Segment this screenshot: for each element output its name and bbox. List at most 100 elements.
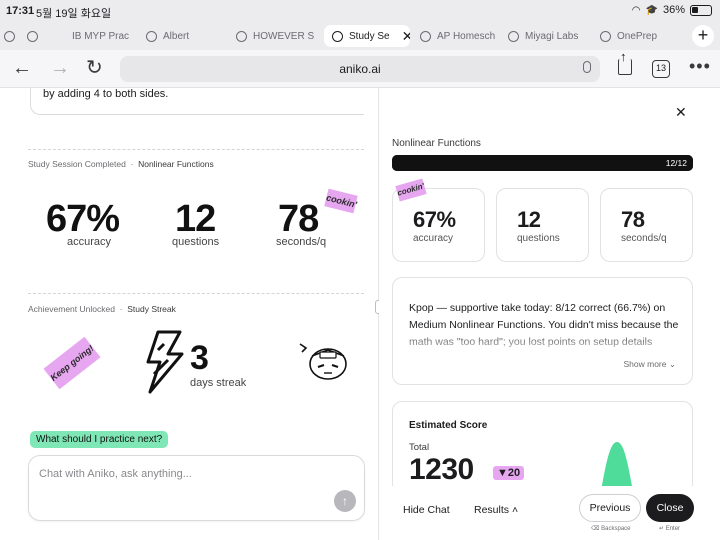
stat-value: 78: [621, 207, 645, 232]
results-label: Results: [474, 504, 510, 516]
enter-key-icon: ↵: [659, 526, 665, 532]
session-accuracy-label: accuracy: [67, 236, 112, 248]
pane-divider: [378, 88, 379, 540]
tab-4[interactable]: HOWEVER S: [236, 25, 316, 47]
tab-label: Albert: [163, 30, 190, 42]
status-bar: 17:31 5월 19일 화요일 ◠ 🎓 36%: [0, 0, 720, 22]
tab-3[interactable]: Albert: [146, 25, 226, 47]
estimated-score-value: 1230: [409, 453, 474, 486]
lightning-bolt-icon: [146, 330, 184, 394]
session-topic: Nonlinear Functions: [138, 159, 214, 169]
forward-arrow-icon[interactable]: →: [50, 57, 70, 79]
progress-bar: 12/12: [392, 155, 693, 171]
globe-icon: [600, 30, 611, 42]
progress-count: 12/12: [665, 158, 687, 168]
estimated-score-heading: Estimated Score: [409, 420, 488, 431]
text-fade: [393, 328, 692, 358]
achievement-kind: Achievement Unlocked: [28, 304, 115, 314]
stat-card-accuracy: 67% accuracy: [392, 188, 485, 262]
globe-icon: [236, 30, 247, 42]
stat-card-questions: 12 questions: [496, 188, 589, 262]
session-meta: Study Session Completed · Nonlinear Func…: [28, 159, 214, 169]
globe-icon: [420, 30, 431, 42]
show-more-label: Show more: [623, 359, 667, 369]
score-distribution-curve: [599, 442, 635, 500]
tab-0[interactable]: [4, 25, 22, 47]
coach-feedback-card: Kpop — supportive take today: 8/12 corre…: [392, 277, 693, 385]
browser-toolbar: ← → ↻ aniko.ai 13 •••: [0, 49, 720, 88]
streak-count: 3: [190, 339, 209, 377]
close-tab-icon[interactable]: ✕: [401, 27, 410, 44]
ninja-character-icon: [299, 343, 347, 380]
globe-icon: [508, 30, 519, 42]
total-label: Total: [409, 442, 430, 453]
tab-1[interactable]: [27, 25, 67, 47]
session-questions: 12: [175, 198, 216, 240]
hide-chat-button[interactable]: Hide Chat: [403, 504, 450, 516]
chevron-up-icon: ˄: [511, 504, 519, 516]
previous-message-text: by adding 4 to both sides.: [43, 88, 169, 100]
streak-label: days streak: [190, 377, 247, 389]
chevron-down-icon: ⌄: [668, 359, 676, 369]
achievement-name: Study Streak: [127, 304, 176, 314]
backspace-hint: ⌫ Backspace: [591, 525, 631, 532]
more-options-icon[interactable]: •••: [689, 56, 711, 76]
chat-input-box[interactable]: ↑: [28, 455, 365, 521]
divider: [28, 293, 364, 294]
cookin-sticker: cookin': [324, 188, 358, 214]
show-more-button[interactable]: Show more ⌄: [624, 359, 677, 370]
share-icon[interactable]: [618, 49, 632, 75]
graduation-cap-icon: 🎓: [645, 4, 658, 16]
tab-count-button[interactable]: 13: [652, 60, 670, 78]
stat-card-seconds: 78 seconds/q: [600, 188, 693, 262]
tab-label: AP Homesch: [437, 30, 496, 42]
globe-icon: [4, 30, 15, 42]
results-menu-button[interactable]: Results ˄: [474, 504, 518, 516]
chat-pane: by adding 4 to both sides. Study Session…: [0, 88, 378, 540]
tab-label: HOWEVER S: [253, 30, 315, 42]
status-date: 5월 19일 화요일: [36, 8, 112, 20]
tab-7[interactable]: Miyagi Labs: [508, 25, 588, 47]
tab-2[interactable]: IB MYP Prac: [72, 25, 132, 47]
results-pane: ✕ Nonlinear Functions 12/12 67% accuracy…: [379, 88, 720, 540]
wifi-icon: ◠: [631, 4, 641, 16]
reload-icon[interactable]: ↻: [86, 57, 103, 79]
previous-button[interactable]: Previous: [579, 494, 641, 522]
stat-value: 67%: [413, 207, 456, 232]
session-seconds-label: seconds/q: [276, 236, 327, 248]
session-kind: Study Session Completed: [28, 159, 126, 169]
globe-icon: [146, 30, 157, 42]
status-right: ◠ 🎓 36%: [632, 4, 712, 16]
session-seconds: 78: [278, 198, 319, 240]
new-tab-button[interactable]: +: [692, 25, 714, 47]
battery-percent: 36%: [662, 4, 685, 16]
estimated-score-card: Estimated Score Total 1230 ▼20: [392, 401, 693, 501]
suggestion-chip[interactable]: What should I practice next?: [30, 431, 169, 448]
tab-active[interactable]: Study Se ✕: [324, 25, 410, 47]
browser-tab-bar: IB MYP Prac Albert HOWEVER S Study Se ✕ …: [0, 22, 720, 50]
chat-input[interactable]: [39, 468, 329, 480]
microphone-icon[interactable]: [583, 61, 591, 73]
tab-label: Miyagi Labs: [525, 30, 579, 42]
send-button[interactable]: ↑: [334, 490, 356, 512]
stat-label: seconds/q: [621, 233, 667, 244]
tab-6[interactable]: AP Homesch: [420, 25, 500, 47]
address-bar[interactable]: aniko.ai: [120, 56, 600, 82]
back-arrow-icon[interactable]: ←: [12, 57, 32, 79]
close-button[interactable]: Close: [646, 494, 694, 522]
tab-label: IB MYP Prac: [72, 30, 130, 42]
progress-fill: [392, 155, 693, 171]
url-text: aniko.ai: [339, 62, 381, 76]
globe-icon: [332, 30, 343, 42]
status-time: 17:31: [6, 5, 35, 17]
results-title: Nonlinear Functions: [392, 138, 481, 149]
tab-label: Study Se: [349, 30, 390, 42]
divider: [28, 149, 364, 150]
tab-8[interactable]: OnePrep: [600, 25, 680, 47]
close-panel-icon[interactable]: ✕: [675, 104, 687, 120]
backspace-hint-label: Backspace: [601, 526, 631, 532]
stat-value: 12: [517, 207, 541, 232]
score-delta-badge: ▼20: [493, 466, 525, 480]
battery-icon: [690, 4, 712, 16]
globe-icon: [27, 30, 38, 42]
